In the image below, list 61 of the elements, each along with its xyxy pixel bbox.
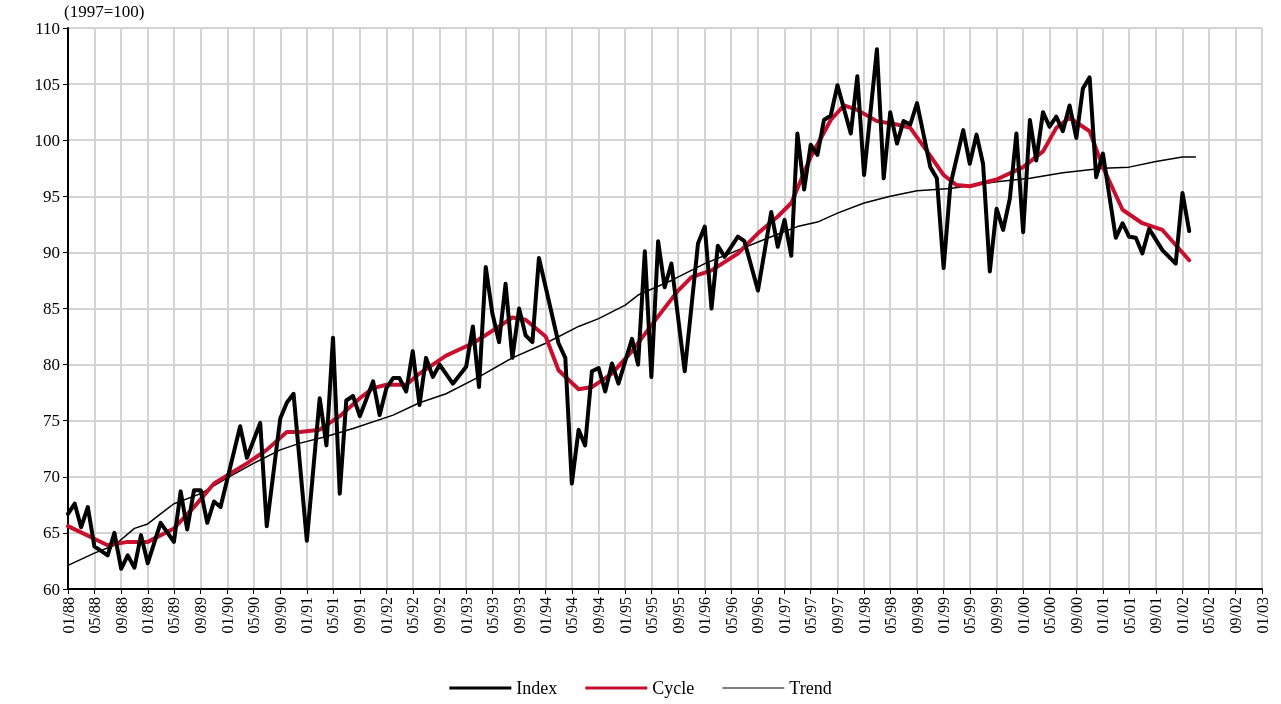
x-tick-label: 01/95 (616, 597, 634, 634)
x-tick-label: 05/95 (642, 597, 660, 634)
x-tick-label: 09/97 (828, 597, 846, 634)
y-tick-label: 70 (43, 467, 60, 487)
x-tick-label: 05/97 (802, 597, 820, 634)
x-tick-label: 05/96 (722, 597, 740, 634)
x-tick-label: 01/01 (1094, 597, 1112, 634)
x-tick-label: 01/93 (457, 597, 475, 634)
x-tick-label: 09/88 (112, 597, 130, 634)
y-tick-label: 95 (43, 186, 60, 206)
y-tick-label: 85 (43, 299, 60, 318)
x-tick-label: 05/92 (404, 597, 422, 634)
y-tick-label: 90 (43, 242, 60, 262)
x-tick-label: 05/98 (881, 597, 899, 634)
y-tick-label: 110 (35, 18, 60, 38)
x-tick-label: 01/91 (298, 597, 316, 634)
x-tick-label: 09/92 (431, 597, 449, 634)
x-tick-label: 05/00 (1041, 597, 1059, 634)
x-tick-label: 01/02 (1173, 597, 1191, 634)
x-tick-label: 01/03 (1253, 597, 1271, 634)
x-tick-label: 01/99 (935, 597, 953, 634)
y-tick-label: 75 (43, 411, 60, 431)
x-tick-label: 09/90 (271, 597, 289, 634)
x-tick-label: 09/93 (510, 597, 528, 634)
x-tick-label: 05/91 (324, 597, 342, 634)
x-tick-label: 05/99 (961, 597, 979, 634)
x-tick-label: 09/99 (988, 597, 1006, 634)
x-tick-label: 01/89 (139, 597, 157, 634)
x-tick-label: 01/90 (218, 597, 236, 634)
legend-label: Cycle (652, 678, 695, 698)
x-tick-label: 05/90 (244, 597, 262, 634)
x-tick-label: 09/02 (1226, 597, 1244, 634)
legend-label: Index (516, 678, 558, 698)
x-tick-label: 09/98 (908, 597, 926, 634)
y-tick-label: 60 (43, 579, 60, 599)
x-tick-label: 09/89 (192, 597, 210, 634)
x-tick-label: 09/96 (749, 597, 767, 634)
x-tick-label: 05/88 (85, 597, 103, 634)
x-tick-label: 01/97 (776, 597, 794, 634)
x-tick-label: 09/91 (351, 597, 369, 634)
x-tick-label: 05/94 (563, 597, 581, 634)
x-tick-label: 05/93 (483, 597, 501, 634)
x-tick-label: 05/89 (165, 597, 183, 634)
y-tick-label: 80 (43, 355, 60, 375)
y-axis-title: (1997=100) (64, 1, 145, 21)
x-tick-label: 09/00 (1067, 597, 1085, 634)
x-tick-label: 01/00 (1014, 597, 1032, 634)
x-tick-label: 01/96 (696, 597, 714, 634)
x-tick-label: 05/02 (1200, 597, 1218, 634)
x-tick-label: 05/01 (1120, 597, 1138, 634)
x-tick-label: 09/94 (590, 597, 608, 634)
legend-label: Trend (789, 678, 832, 698)
x-tick-label: 01/98 (855, 597, 873, 634)
y-tick-label: 65 (43, 523, 60, 543)
x-tick-label: 01/88 (59, 597, 77, 634)
x-tick-label: 09/95 (669, 597, 687, 634)
x-tick-label: 01/94 (537, 597, 555, 634)
x-tick-label: 01/92 (377, 597, 395, 634)
x-tick-label: 09/01 (1147, 597, 1165, 634)
y-tick-label: 100 (34, 130, 60, 150)
y-tick-label: 105 (34, 74, 60, 94)
